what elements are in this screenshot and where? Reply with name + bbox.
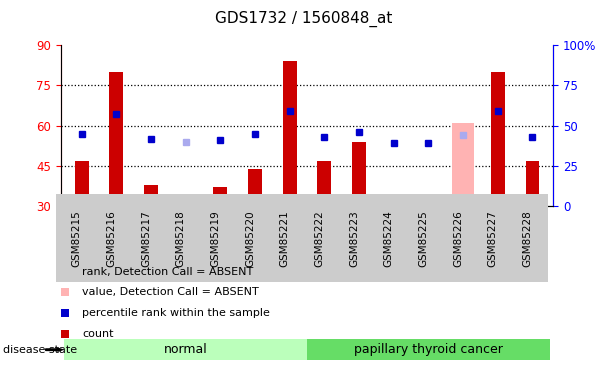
Bar [75,160,89,206]
Text: GSM85225: GSM85225 [418,210,429,267]
Text: GSM85215: GSM85215 [72,210,81,267]
Text: GSM85222: GSM85222 [314,210,325,267]
Text: rank, Detection Call = ABSENT: rank, Detection Call = ABSENT [82,267,254,277]
Bar [452,123,474,206]
Text: GSM85223: GSM85223 [349,210,359,267]
Bar [387,195,401,206]
Text: GDS1732 / 1560848_at: GDS1732 / 1560848_at [215,11,393,27]
Bar [109,72,123,206]
Bar [525,160,539,206]
Text: disease state: disease state [3,345,77,355]
Text: GSM85227: GSM85227 [488,210,498,267]
Bar [174,198,197,206]
Text: GSM85224: GSM85224 [384,210,394,267]
Bar [317,160,331,206]
Text: GSM85219: GSM85219 [210,210,220,267]
Text: percentile rank within the sample: percentile rank within the sample [82,308,270,318]
Text: papillary thyroid cancer: papillary thyroid cancer [354,343,503,356]
Bar [352,142,366,206]
Bar [213,188,227,206]
Text: GSM85228: GSM85228 [522,210,533,267]
Text: GSM85216: GSM85216 [106,210,116,267]
Bar [248,169,262,206]
Text: GSM85218: GSM85218 [176,210,185,267]
Bar [307,339,550,360]
Text: value, Detection Call = ABSENT: value, Detection Call = ABSENT [82,287,259,297]
Text: GSM85220: GSM85220 [245,210,255,267]
Text: GSM85221: GSM85221 [280,210,289,267]
Bar [64,339,307,360]
Text: normal: normal [164,343,207,356]
Bar [491,72,505,206]
Text: GSM85226: GSM85226 [453,210,463,267]
Bar [283,61,297,206]
Bar [144,185,158,206]
Text: count: count [82,328,114,339]
Bar [421,198,435,206]
Text: GSM85217: GSM85217 [141,210,151,267]
